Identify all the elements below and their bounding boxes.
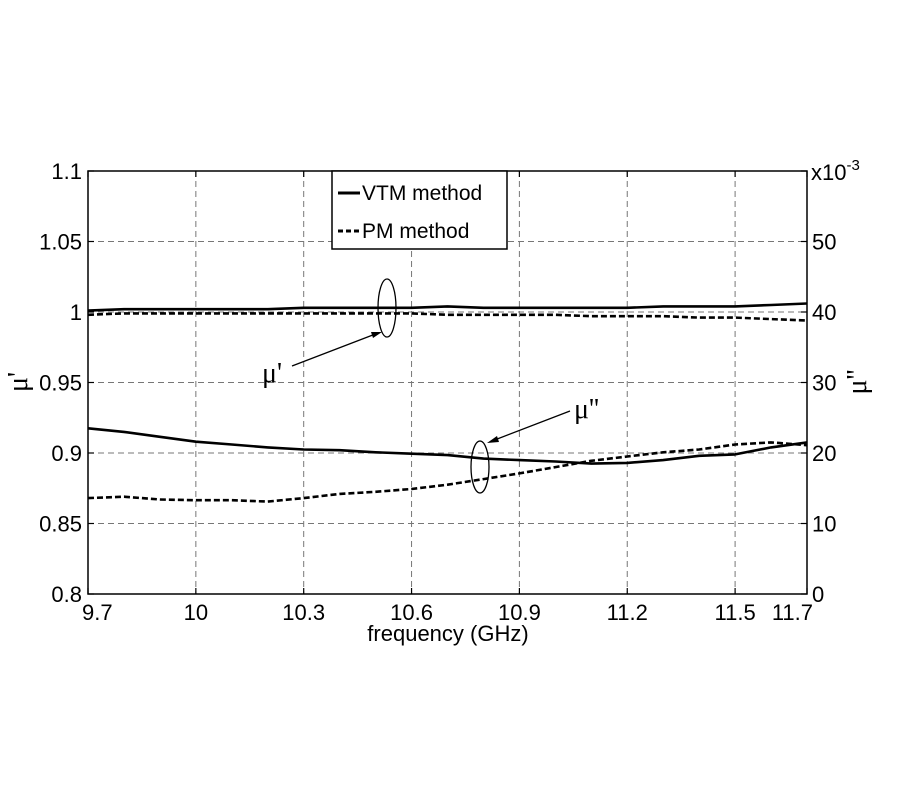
y-left-tick-label: 1 bbox=[70, 300, 82, 325]
y-right-tick-label: 10 bbox=[812, 512, 836, 537]
series-line-vtm-mu-double-prime bbox=[87, 427, 808, 465]
legend-box bbox=[331, 170, 508, 250]
y-left-axis-label: μ' bbox=[3, 372, 34, 392]
legend-label-vtm: VTM method bbox=[362, 182, 482, 205]
series-line-pm-mu-double-prime bbox=[87, 441, 808, 503]
y-left-tick-label: 0.85 bbox=[39, 512, 82, 537]
y-right-multiplier-base: x10 bbox=[811, 160, 846, 185]
y-left-tick-label: 0.8 bbox=[51, 582, 82, 607]
x-axis-label: frequency (GHz) bbox=[367, 621, 528, 646]
x-tick-label: 10.9 bbox=[498, 600, 541, 625]
y-right-tick-label: 50 bbox=[812, 230, 836, 255]
y-right-tick-label: 0 bbox=[812, 582, 824, 607]
y-left-tick-label: 0.9 bbox=[51, 441, 82, 466]
x-tick-label: 11.5 bbox=[715, 600, 756, 625]
y-right-multiplier: x10-3 bbox=[811, 157, 860, 185]
annotation-arrow-mu-double-prime bbox=[491, 410, 571, 442]
series-line-vtm-mu-prime bbox=[87, 302, 808, 312]
x-tick-label: 11.2 bbox=[607, 600, 648, 625]
y-left-tick-label: 1.1 bbox=[51, 159, 82, 184]
y-right-tick-label: 40 bbox=[812, 300, 836, 325]
y-left-tick-label: 1.05 bbox=[39, 230, 82, 255]
ticks: 9.7 10 10.3 10.6 10.9 11.2 11.5 11.70.80.850.90… bbox=[39, 159, 836, 625]
y-right-tick-label: 20 bbox=[812, 441, 836, 466]
y-left-tick-label: 0.95 bbox=[39, 371, 82, 396]
annotation-ellipse-mu-prime bbox=[377, 278, 397, 338]
annotation-label-mu-prime: μ' bbox=[262, 358, 282, 389]
annotation-arrow-mu-prime bbox=[291, 332, 379, 367]
annotation-arrowhead-mu-prime bbox=[371, 332, 382, 338]
x-tick-label: 11.7 bbox=[772, 600, 813, 625]
annotation-arrowhead-mu-double-prime bbox=[487, 436, 499, 443]
x-tick-label: 10.6 bbox=[390, 600, 433, 625]
legend: VTM method PM method bbox=[331, 170, 508, 250]
series-group bbox=[87, 302, 808, 503]
annotations: μ' μ'' bbox=[262, 278, 599, 494]
x-tick-label: 9.7 bbox=[82, 600, 113, 625]
annotation-label-mu-double-prime: μ'' bbox=[574, 394, 599, 425]
y-right-tick-label: 30 bbox=[812, 371, 836, 396]
annotation-ellipse-mu-double-prime bbox=[470, 440, 490, 494]
x-tick-label: 10 bbox=[184, 600, 208, 625]
legend-label-pm: PM method bbox=[362, 220, 469, 243]
series-line-pm-mu-prime bbox=[87, 312, 808, 322]
y-right-axis-label: μ'' bbox=[842, 369, 873, 394]
y-right-multiplier-exponent: -3 bbox=[846, 157, 859, 174]
x-tick-label: 10.3 bbox=[282, 600, 325, 625]
